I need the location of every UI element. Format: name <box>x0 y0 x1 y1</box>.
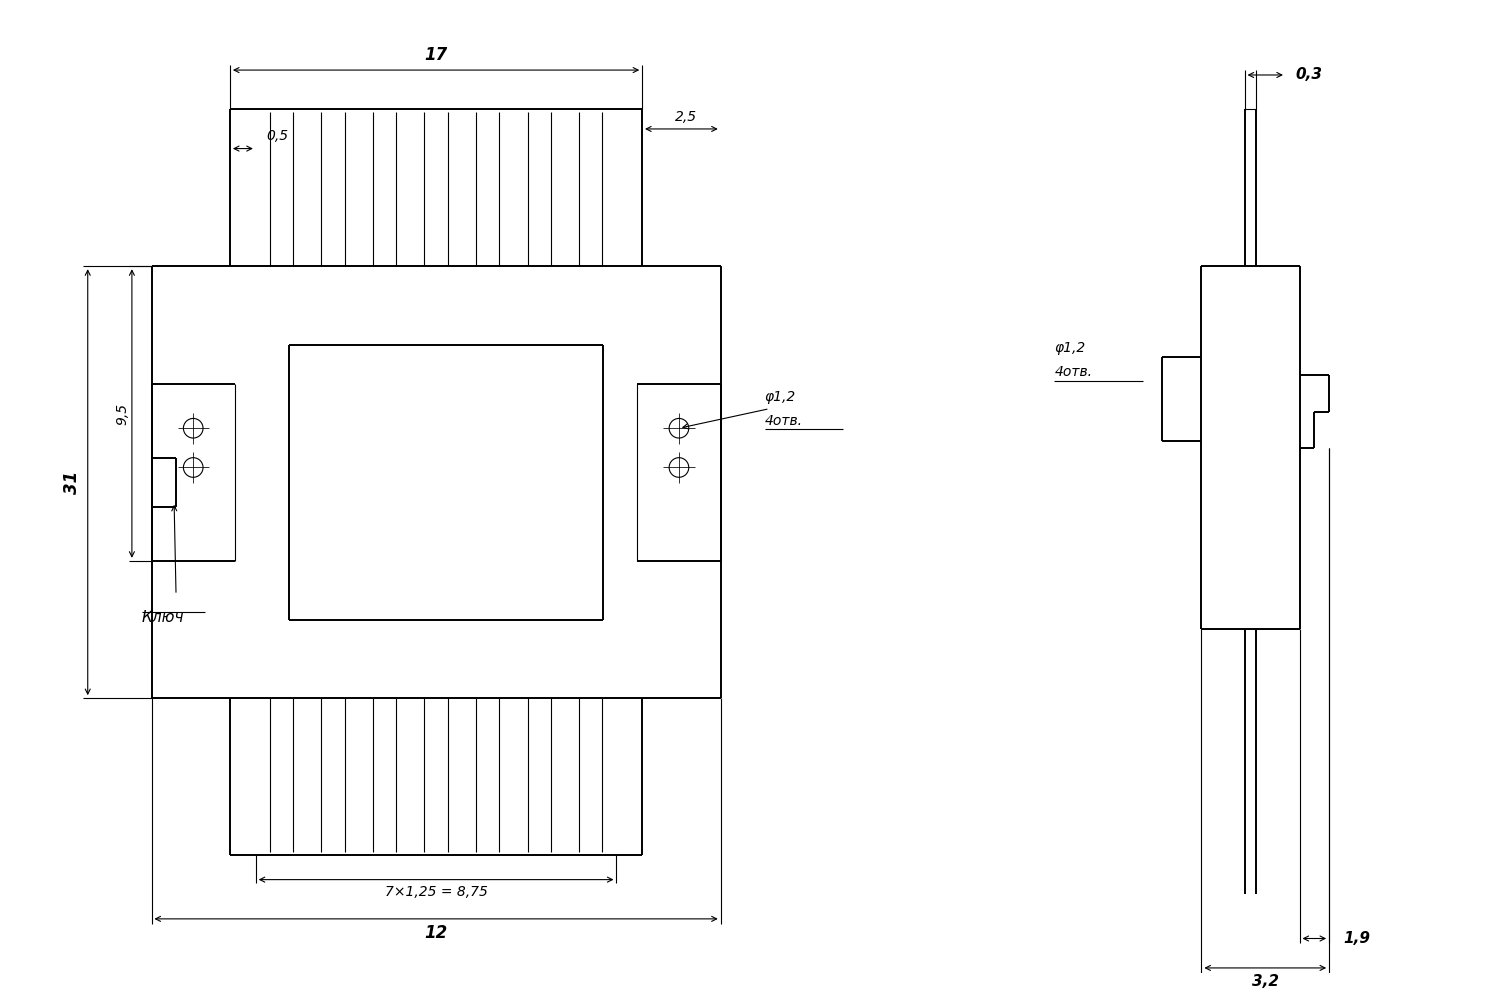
Text: 0,3: 0,3 <box>1296 67 1323 82</box>
Text: 0,5: 0,5 <box>266 129 288 143</box>
Text: 7×1,25 = 8,75: 7×1,25 = 8,75 <box>385 884 488 899</box>
Text: Ключ: Ключ <box>142 610 184 625</box>
Text: 4отв.: 4отв. <box>1054 365 1092 379</box>
Text: φ1,2: φ1,2 <box>1054 341 1086 354</box>
Text: 12: 12 <box>424 924 447 941</box>
Text: 4отв.: 4отв. <box>764 414 803 429</box>
Text: 3,2: 3,2 <box>1252 974 1279 989</box>
Text: 1,9: 1,9 <box>1344 931 1371 946</box>
Text: 31: 31 <box>63 470 82 494</box>
Text: φ1,2: φ1,2 <box>764 390 796 404</box>
Text: 17: 17 <box>424 47 447 64</box>
Text: 9,5: 9,5 <box>115 403 128 425</box>
Text: 2,5: 2,5 <box>675 110 698 124</box>
